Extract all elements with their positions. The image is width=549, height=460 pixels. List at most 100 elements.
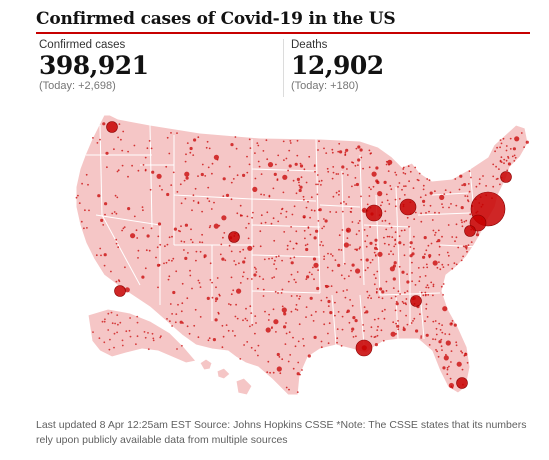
county-dot <box>415 329 419 333</box>
county-dot <box>441 235 443 238</box>
county-dot <box>206 140 209 143</box>
county-dot <box>236 288 242 294</box>
county-dot <box>505 149 508 152</box>
hotspot-los-angeles <box>114 285 126 297</box>
county-dot <box>420 212 422 215</box>
county-dot <box>181 302 184 305</box>
county-dot <box>442 206 444 209</box>
county-dot <box>467 199 469 202</box>
county-dot <box>211 162 214 165</box>
county-dot <box>368 149 371 152</box>
county-dot <box>282 191 285 194</box>
county-dot <box>222 236 224 239</box>
county-dot <box>397 290 400 293</box>
county-dot <box>283 312 287 316</box>
county-dot <box>228 303 230 305</box>
county-dot <box>142 209 144 212</box>
county-dot <box>322 311 325 313</box>
county-dot <box>218 294 221 297</box>
county-dot <box>512 147 517 151</box>
state-border <box>417 212 471 216</box>
county-dot <box>282 174 288 180</box>
county-dot <box>426 266 429 269</box>
county-dot <box>346 309 350 313</box>
county-dot <box>371 171 377 177</box>
county-dot <box>426 316 429 318</box>
county-dot <box>320 179 323 182</box>
county-dot <box>244 257 247 259</box>
county-dot <box>221 324 224 327</box>
county-dot <box>432 229 435 232</box>
county-dot <box>191 241 194 244</box>
county-dot <box>247 245 253 251</box>
county-dot <box>335 211 338 213</box>
county-dot <box>346 289 348 291</box>
county-dot <box>268 313 270 316</box>
county-dot <box>144 156 147 159</box>
county-dot <box>209 225 212 227</box>
county-dot <box>123 226 126 229</box>
county-dot <box>446 368 449 371</box>
county-dot <box>340 202 342 205</box>
county-dot <box>492 185 495 188</box>
county-dot <box>122 130 125 133</box>
county-dot <box>419 196 422 199</box>
county-dot <box>191 209 193 212</box>
county-dot <box>203 256 206 259</box>
county-dot <box>382 339 385 342</box>
county-dot <box>363 229 366 231</box>
county-dot <box>346 229 349 232</box>
county-dot <box>256 142 259 144</box>
county-dot <box>413 317 416 320</box>
county-dot <box>341 328 344 331</box>
county-dot <box>331 255 334 257</box>
county-dot <box>211 296 214 299</box>
county-dot <box>455 204 458 207</box>
state-border <box>363 224 411 228</box>
county-dot <box>296 139 299 142</box>
county-dot <box>445 353 447 356</box>
county-dot <box>258 165 261 168</box>
county-dot <box>400 229 403 232</box>
county-dot <box>304 237 306 240</box>
county-dot <box>351 221 354 223</box>
county-dot <box>92 137 94 139</box>
county-dot <box>372 185 375 188</box>
county-dot <box>348 321 351 324</box>
county-dot <box>307 227 310 229</box>
county-dot <box>170 132 172 134</box>
county-dot <box>455 223 458 226</box>
county-dot <box>336 337 339 340</box>
county-dot <box>116 170 119 173</box>
county-dot <box>323 225 325 228</box>
county-dot <box>458 188 461 191</box>
county-dot <box>430 242 433 245</box>
county-dot <box>362 210 365 212</box>
county-dot <box>443 355 449 361</box>
county-dot <box>306 243 309 246</box>
county-dot <box>104 213 106 216</box>
county-dot <box>453 323 457 327</box>
county-dot <box>438 261 440 263</box>
county-dot <box>310 209 313 212</box>
county-dot <box>136 315 139 318</box>
county-dot <box>338 190 340 193</box>
county-dot <box>425 307 428 310</box>
county-dot <box>351 327 355 331</box>
county-dot <box>267 360 270 363</box>
county-dot <box>425 249 428 252</box>
county-dot <box>417 179 420 182</box>
county-dot <box>429 204 432 207</box>
county-dot <box>358 230 360 232</box>
county-dot <box>420 337 422 339</box>
county-dot <box>467 183 470 185</box>
county-dot <box>386 235 389 238</box>
county-dot <box>253 273 257 277</box>
county-dot <box>334 314 336 317</box>
county-dot <box>375 179 379 183</box>
county-dot <box>77 194 79 197</box>
county-dot <box>466 361 469 364</box>
county-dot <box>324 219 328 223</box>
county-dot <box>188 332 191 335</box>
county-dot <box>410 322 413 324</box>
